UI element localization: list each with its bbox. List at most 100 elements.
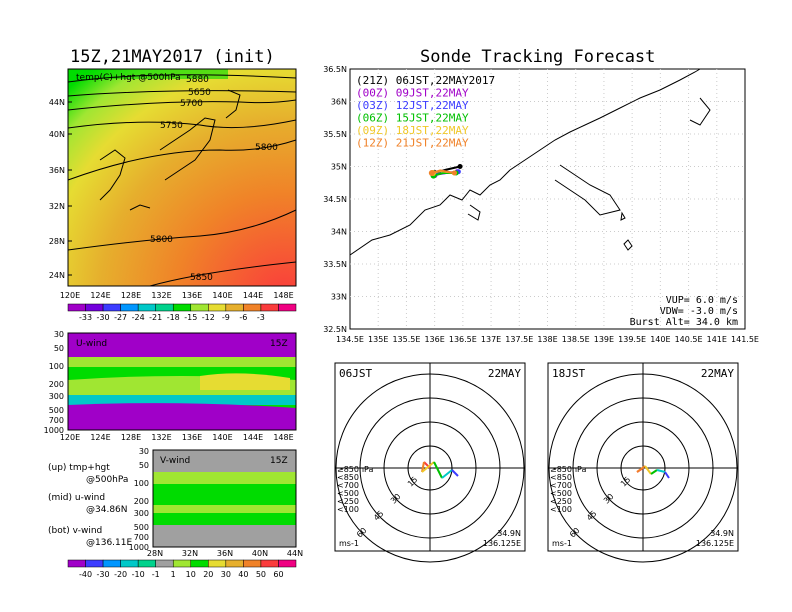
lon-tick-label: 140E	[212, 291, 232, 300]
pressure-tick-label: 100	[49, 362, 64, 371]
hodograph-18jst: 18JST 22MAY15304560≥850hPa<850<700<500<25…	[547, 362, 739, 563]
level-legend: <100	[337, 505, 359, 514]
contour-line	[67, 119, 297, 129]
colorbar-swatch	[278, 303, 297, 312]
lat-tick-label: 36N	[217, 549, 233, 558]
uwind-label: U-wind	[76, 339, 107, 349]
pressure-tick-label: 700	[49, 416, 64, 425]
launch-parameter: VUP= 6.0 m/s	[666, 295, 738, 306]
lat-tick-label: 40N	[49, 130, 65, 139]
colorbar-swatch	[67, 559, 86, 568]
lon-tick-label: 136E	[182, 291, 202, 300]
contour-label: 5650	[188, 88, 211, 98]
colorbar-swatch	[278, 559, 297, 568]
lon-tick-label: 140.5E	[675, 335, 703, 344]
contour-label: 5800	[150, 235, 173, 245]
side-note-line2: @136.11E	[86, 538, 132, 548]
colorbar-swatch	[243, 559, 262, 568]
colorbar-swatch	[102, 303, 121, 312]
hodograph-date: 22MAY	[488, 367, 521, 380]
lon-label: 136.125E	[696, 539, 734, 548]
lon-tick-label: 140E	[650, 335, 670, 344]
colorbar-tick-label: -40	[79, 570, 92, 579]
colorbar-tick-label: -30	[97, 313, 110, 322]
left-title: 15Z,21MAY2017 (init)	[70, 47, 275, 67]
contour-label: 5880	[186, 75, 209, 85]
lat-tick-label: 32.5N	[323, 325, 347, 334]
side-note-line2: @34.86N	[86, 505, 128, 515]
colorbar-tick-label: 10	[186, 570, 196, 579]
hodograph-segment	[421, 461, 435, 473]
level-legend: <100	[550, 505, 572, 514]
colorbar-tick-label: -6	[239, 313, 247, 322]
side-note-line1: (mid) u-wind	[48, 493, 105, 503]
lon-tick-label: 120E	[60, 433, 80, 442]
colorbar-tick-label: 20	[203, 570, 213, 579]
lon-tick-label: 120E	[60, 291, 80, 300]
track-coastline	[349, 68, 711, 256]
level-legend: <850	[550, 473, 572, 482]
pressure-tick-label: 300	[49, 392, 64, 401]
lat-tick-label: 24N	[49, 271, 65, 280]
colorbar-swatch	[190, 303, 209, 312]
colorbar-tick-label: 50	[256, 570, 266, 579]
lon-tick-label: 140E	[212, 433, 232, 442]
lon-tick-label: 136E	[182, 433, 202, 442]
hodograph-segment	[441, 469, 453, 479]
lon-tick-label: 128E	[121, 291, 141, 300]
colorbar-tick-label: -18	[167, 313, 180, 322]
hodograph-segment	[433, 461, 443, 479]
colorbar-swatch	[137, 303, 156, 312]
hodograph-time: 06JST	[339, 367, 372, 380]
temp-map-panel: temp(C)+hgt @500hPa 5880 5650 5700 5750 …	[49, 68, 297, 322]
lat-label: 34.9N	[497, 529, 521, 538]
hodograph-segment	[644, 465, 652, 475]
colorbar-swatch	[85, 303, 104, 312]
lon-tick-label: 132E	[151, 291, 171, 300]
hodograph-time: 18JST	[552, 367, 585, 380]
lon-tick-label: 144E	[243, 433, 263, 442]
colorbar-swatch	[67, 303, 86, 312]
colorbar-tick-label: -1	[152, 570, 160, 579]
pressure-tick-label: 30	[54, 330, 64, 339]
lon-tick-label: 138E	[537, 335, 557, 344]
lon-tick-label: 132E	[151, 433, 171, 442]
level-legend: <850	[337, 473, 359, 482]
vwind-label: V-wind	[160, 456, 190, 466]
pressure-tick-label: 100	[134, 479, 149, 488]
hodograph-segment	[636, 465, 646, 473]
landing-point	[428, 170, 435, 176]
colorbar-swatch	[85, 559, 104, 568]
hodograph-segment	[656, 469, 666, 473]
contour-line	[67, 90, 297, 97]
side-note-line1: (bot) v-wind	[48, 526, 102, 536]
uwind-frame	[67, 332, 297, 431]
colorbar-swatch	[208, 559, 227, 568]
contour-label: 5850	[190, 273, 213, 283]
colorbar-swatch	[208, 303, 227, 312]
vwind-band	[153, 472, 296, 484]
lat-tick-label: 33.5N	[323, 260, 347, 269]
colorbar-swatch	[102, 559, 121, 568]
contour-line	[67, 209, 297, 251]
colorbar-tick-label: 40	[238, 570, 248, 579]
colorbar-swatch	[172, 559, 192, 568]
level-legend: <500	[550, 489, 572, 498]
legend-entry: (12Z) 21JST,22MAY	[356, 137, 469, 150]
lat-tick-label: 35.5N	[323, 130, 347, 139]
pressure-tick-label: 30	[139, 447, 149, 456]
colorbar-tick-label: 1	[171, 570, 176, 579]
colorbar-tick-label: -3	[257, 313, 265, 322]
hodograph-segment	[650, 469, 658, 475]
colorbar-swatch	[137, 559, 156, 568]
lat-tick-label: 44N	[49, 98, 65, 107]
colorbar-tick-label: -20	[114, 570, 127, 579]
hodograph-06jst: 06JST 22MAY15304560≥850hPa<850<700<500<25…	[334, 362, 526, 563]
launch-parameter: VDW= -3.0 m/s	[660, 306, 738, 317]
level-legend: <700	[550, 481, 572, 490]
colorbar-swatch	[172, 303, 192, 312]
colorbar-swatch	[243, 303, 262, 312]
colorbar-tick-label: -24	[132, 313, 145, 322]
unit-label: ms-1	[339, 539, 359, 548]
